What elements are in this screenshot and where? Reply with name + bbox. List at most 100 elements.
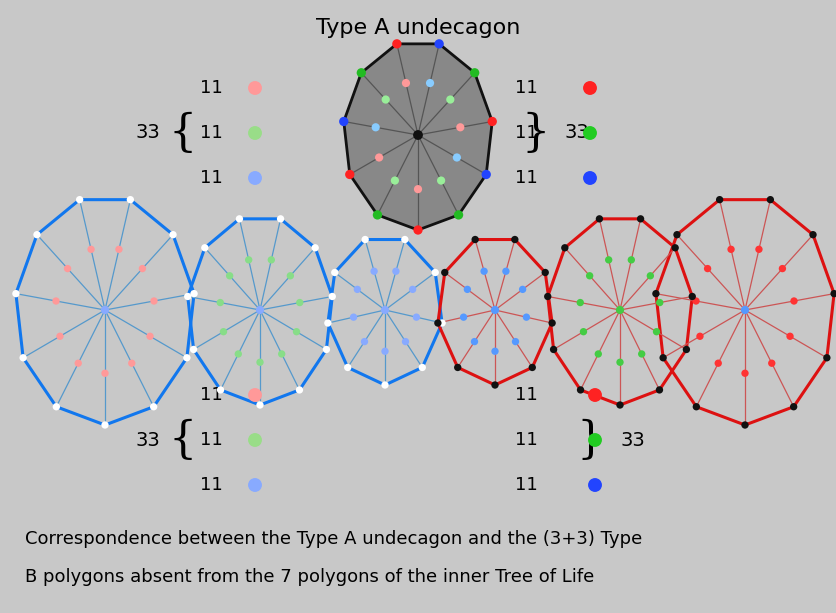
- Point: [486, 116, 499, 126]
- Point: [411, 185, 425, 194]
- Point: [99, 368, 112, 378]
- Point: [379, 380, 392, 390]
- Point: [248, 390, 262, 400]
- Point: [290, 327, 303, 337]
- Point: [480, 170, 493, 180]
- Point: [181, 292, 195, 302]
- Point: [477, 266, 491, 276]
- Point: [253, 305, 267, 315]
- Point: [468, 235, 482, 245]
- Text: 11: 11: [515, 169, 538, 187]
- Point: [49, 296, 63, 306]
- Point: [112, 245, 125, 254]
- Point: [432, 39, 446, 49]
- Point: [435, 176, 448, 186]
- Point: [415, 362, 429, 372]
- Point: [451, 153, 464, 162]
- Point: [499, 266, 512, 276]
- Text: 11: 11: [200, 476, 222, 494]
- Point: [541, 292, 554, 302]
- Point: [614, 305, 627, 315]
- Point: [379, 346, 392, 356]
- Point: [509, 337, 522, 346]
- Point: [325, 292, 339, 302]
- Point: [520, 312, 533, 322]
- Text: 33: 33: [135, 123, 160, 142]
- Point: [573, 298, 587, 308]
- Point: [293, 298, 307, 308]
- Point: [690, 402, 703, 412]
- Point: [223, 271, 237, 281]
- Point: [589, 435, 602, 445]
- Point: [343, 170, 356, 180]
- Point: [738, 368, 752, 378]
- Point: [457, 312, 471, 322]
- Point: [232, 349, 245, 359]
- Point: [713, 195, 726, 205]
- Point: [669, 243, 682, 253]
- Point: [232, 214, 246, 224]
- Point: [265, 255, 278, 265]
- Point: [526, 362, 539, 372]
- Point: [143, 332, 156, 341]
- Point: [399, 337, 412, 346]
- Point: [275, 349, 288, 359]
- Point: [214, 385, 227, 395]
- Point: [763, 195, 777, 205]
- Point: [283, 271, 297, 281]
- Point: [593, 214, 606, 224]
- Point: [370, 210, 384, 220]
- Point: [350, 284, 364, 294]
- Point: [656, 353, 670, 363]
- Point: [411, 225, 425, 235]
- Point: [213, 298, 227, 308]
- Point: [592, 349, 605, 359]
- Point: [584, 83, 597, 93]
- Point: [319, 345, 333, 354]
- Point: [488, 380, 502, 390]
- Point: [358, 337, 371, 346]
- Point: [547, 345, 560, 354]
- Point: [589, 480, 602, 490]
- Point: [337, 116, 350, 126]
- Text: {: {: [168, 112, 196, 154]
- Text: 11: 11: [515, 79, 538, 97]
- Point: [187, 345, 201, 354]
- Point: [248, 128, 262, 138]
- Point: [61, 264, 74, 273]
- Point: [693, 332, 706, 341]
- Point: [84, 245, 98, 254]
- Point: [388, 176, 401, 186]
- Point: [807, 230, 820, 240]
- Point: [701, 264, 714, 273]
- Point: [452, 210, 466, 220]
- Point: [787, 402, 800, 412]
- Point: [187, 289, 201, 299]
- Point: [124, 195, 137, 205]
- Point: [558, 243, 572, 253]
- Point: [724, 245, 737, 254]
- Point: [410, 312, 423, 322]
- Text: Correspondence between the Type A undecagon and the (3+3) Type: Correspondence between the Type A undeca…: [25, 530, 642, 548]
- Point: [577, 327, 590, 337]
- Point: [242, 255, 255, 265]
- Point: [788, 296, 801, 306]
- Point: [624, 255, 638, 265]
- Text: 11: 11: [200, 79, 222, 97]
- Text: 11: 11: [515, 124, 538, 142]
- Point: [644, 271, 657, 281]
- Point: [653, 298, 666, 308]
- Point: [614, 400, 627, 410]
- Point: [253, 400, 267, 410]
- Point: [293, 385, 306, 395]
- Point: [686, 292, 699, 302]
- Point: [73, 195, 86, 205]
- Point: [783, 332, 797, 341]
- Point: [690, 296, 703, 306]
- Text: 11: 11: [515, 386, 538, 404]
- Text: 11: 11: [200, 169, 222, 187]
- Point: [431, 318, 445, 328]
- Point: [72, 359, 85, 368]
- Text: 33: 33: [135, 430, 160, 449]
- Point: [99, 305, 112, 315]
